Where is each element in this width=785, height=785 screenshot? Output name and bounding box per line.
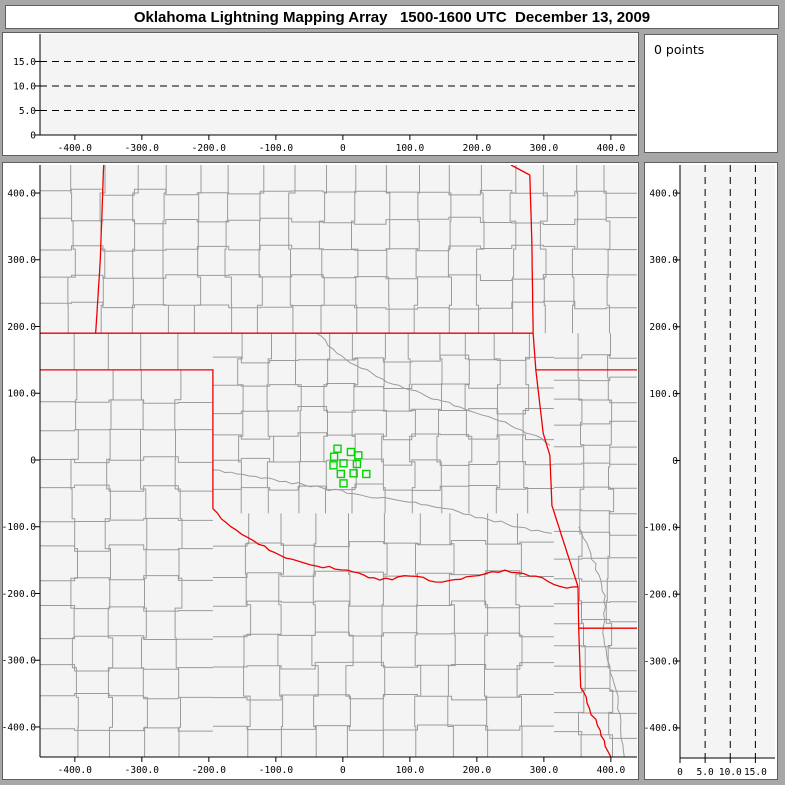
plot-area[interactable] xyxy=(680,165,775,758)
lma-station-marker xyxy=(336,469,345,479)
river-line xyxy=(212,469,552,534)
y-tick-label: 400.0 xyxy=(7,188,36,199)
x-tick-label: -100.0 xyxy=(259,143,294,154)
points-count-label: 0 points xyxy=(654,42,705,57)
window-title: Oklahoma Lightning Mapping Array 1500-16… xyxy=(133,8,651,26)
y-tick-label: 0 xyxy=(30,130,36,141)
x-tick-label: 300.0 xyxy=(530,143,559,154)
x-tick-label: 0 xyxy=(677,767,683,778)
lma-station-marker xyxy=(329,452,339,461)
y-tick-label: -300.0 xyxy=(645,656,678,667)
x-tick-label: -200.0 xyxy=(192,765,227,776)
river-line xyxy=(578,526,625,757)
lma-station-marker xyxy=(339,459,348,468)
altitude-vs-east-west-panel[interactable]: -400.0 -300.0 -200.0 -100.0 0 100.0 200.0 300.0… xyxy=(2,32,639,156)
y-tick-label: 100.0 xyxy=(7,389,36,400)
x-tick-label: 200.0 xyxy=(463,765,492,776)
x-tick-label: 5.0 xyxy=(697,767,714,778)
x-tick-label: 0 xyxy=(340,765,346,776)
lma-station-marker xyxy=(333,444,342,453)
ew-plot-svg[interactable]: -400.0 -300.0 -200.0 -100.0 0 100.0 200.0 300.0… xyxy=(3,33,638,155)
x-tick-label: 400.0 xyxy=(597,765,626,776)
y-tick-label: 5.0 xyxy=(19,106,36,117)
altitude-vs-north-south-panel[interactable]: 0 5.0 10.0 15.0 400.0 300.0 200.0 100.0 0 -100.0 -… xyxy=(644,162,778,780)
x-tick-label: -300.0 xyxy=(125,765,160,776)
x-tick-label: 0 xyxy=(340,143,346,154)
y-tick-label: 300.0 xyxy=(7,255,36,266)
state-border-tx-la-border xyxy=(580,687,612,757)
points-count-panel: 0 points xyxy=(644,34,778,153)
title-bar: Oklahoma Lightning Mapping Array 1500-16… xyxy=(5,5,779,29)
x-tick-label: 200.0 xyxy=(463,143,492,154)
y-tick-label: 0 xyxy=(672,456,678,467)
x-tick-label: 100.0 xyxy=(396,765,425,776)
y-tick-label: 300.0 xyxy=(649,255,678,266)
x-tick-label: 15.0 xyxy=(744,767,767,778)
x-tick-label: 10.0 xyxy=(719,767,742,778)
y-tick-label: -400.0 xyxy=(3,722,36,733)
river-line xyxy=(315,332,551,446)
y-tick-label: 15.0 xyxy=(13,57,36,68)
x-tick-label: 400.0 xyxy=(597,143,626,154)
lma-station-marker xyxy=(352,459,362,469)
y-tick-label: 100.0 xyxy=(649,389,678,400)
x-tick-label: 100.0 xyxy=(396,143,425,154)
y-tick-label: -100.0 xyxy=(3,522,36,533)
lma-station-marker xyxy=(329,461,338,470)
y-tick-label: 200.0 xyxy=(649,322,678,333)
state-border-co-ks-border xyxy=(94,165,105,334)
y-tick-label: 400.0 xyxy=(649,188,678,199)
state-border-ks-mo-ok-ar-border xyxy=(510,165,582,688)
map-plot-svg[interactable]: -400.0 -300.0 -200.0 -100.0 0 100.0 200.0 300.0… xyxy=(3,163,638,779)
y-tick-label: -200.0 xyxy=(3,589,36,600)
lma-station-marker xyxy=(339,479,348,488)
plot-area[interactable] xyxy=(40,34,637,135)
lma-station-marker xyxy=(349,469,358,478)
y-tick-label: 0 xyxy=(30,455,36,466)
plot-area[interactable] xyxy=(40,165,637,757)
x-tick-label: -200.0 xyxy=(192,143,227,154)
y-tick-label: -100.0 xyxy=(645,523,678,534)
county-lines xyxy=(40,165,637,757)
map-layers xyxy=(40,165,637,757)
state-border-red-river-border xyxy=(212,508,579,589)
y-tick-label: 200.0 xyxy=(7,322,36,333)
x-tick-label: 300.0 xyxy=(530,765,559,776)
lma-station-marker xyxy=(362,469,371,479)
x-tick-label: -100.0 xyxy=(259,765,294,776)
lma-station-marker xyxy=(354,451,363,460)
x-tick-label: -400.0 xyxy=(58,143,93,154)
x-tick-label: -300.0 xyxy=(125,143,160,154)
state-border-panhandle-100w-border xyxy=(40,369,214,509)
y-tick-label: 10.0 xyxy=(13,81,36,92)
ns-plot-svg[interactable]: 0 5.0 10.0 15.0 400.0 300.0 200.0 100.0 0 -100.0 -… xyxy=(645,163,777,779)
y-tick-label: -400.0 xyxy=(645,723,678,734)
y-tick-label: -300.0 xyxy=(3,656,36,667)
x-tick-label: -400.0 xyxy=(58,765,93,776)
plan-view-map-panel[interactable]: -400.0 -300.0 -200.0 -100.0 0 100.0 200.0 300.0… xyxy=(2,162,639,780)
y-tick-label: -200.0 xyxy=(645,590,678,601)
